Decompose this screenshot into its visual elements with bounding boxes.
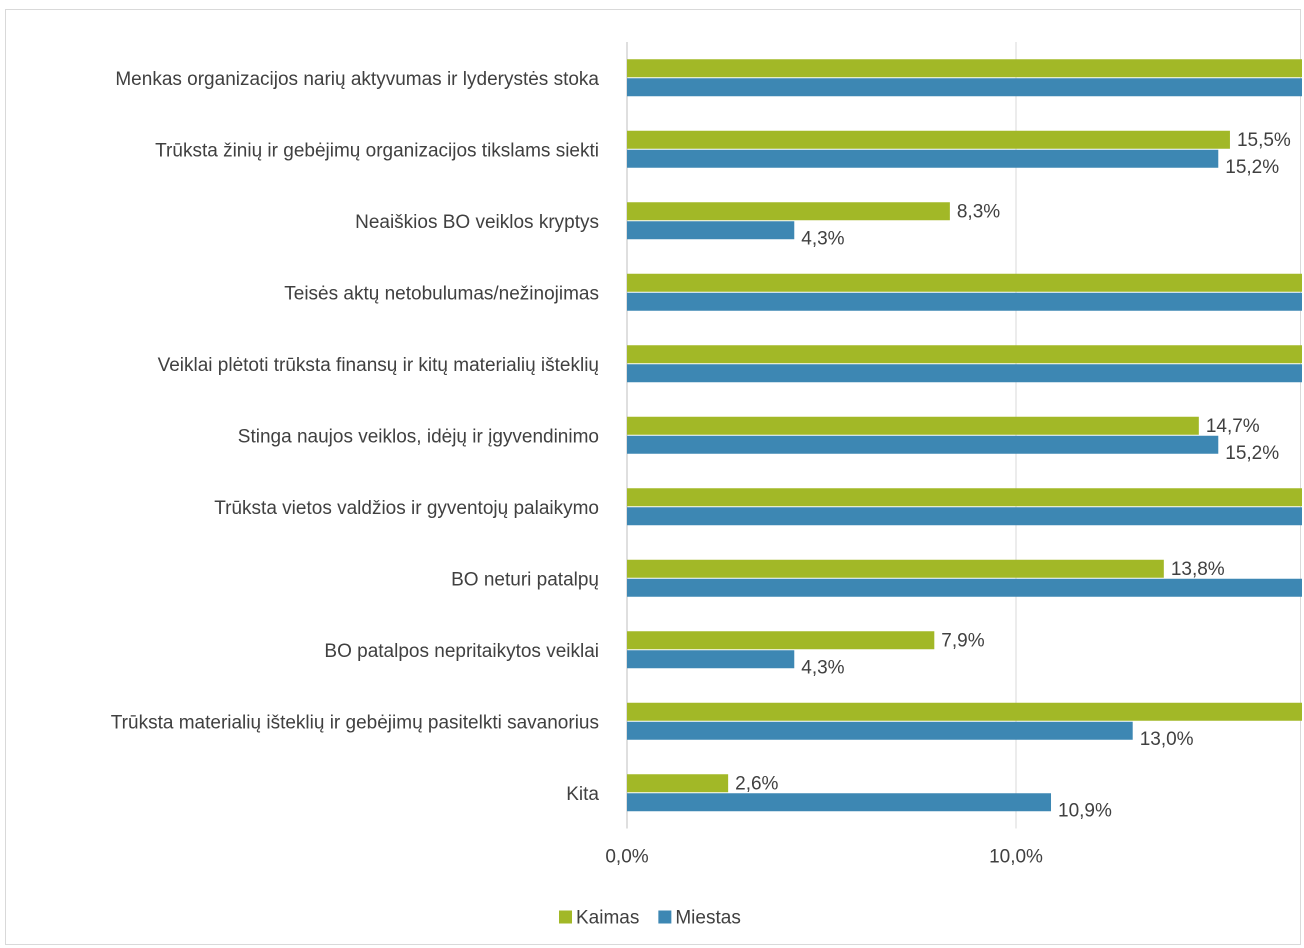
category-label: Teisės aktų netobulumas/nežinojimas (284, 283, 599, 304)
chart-frame: 0,0%10,0%20,0%30,0%40,0%50,0%60,0%70,0%8… (5, 9, 1302, 945)
bar-kaimas (627, 130, 1230, 149)
data-label-kaimas: 2,6% (735, 773, 778, 794)
category-label: Veiklai plėtoti trūksta finansų ir kitų … (158, 355, 599, 376)
bar-miestas (627, 435, 1219, 454)
category-label: Menkas organizacijos narių aktyvumas ir … (115, 69, 599, 90)
bar-miestas (627, 292, 1302, 311)
bar-miestas (627, 650, 795, 669)
bar-chart: 0,0%10,0%20,0%30,0%40,0%50,0%60,0%70,0%8… (111, 42, 1302, 929)
legend-label-kaimas: Kaimas (576, 908, 639, 929)
data-label-kaimas: 14,7% (1206, 416, 1260, 437)
data-label-miestas: 15,2% (1225, 443, 1279, 464)
bar-kaimas (627, 345, 1302, 364)
data-label-miestas: 4,3% (801, 228, 844, 249)
bar-miestas (627, 364, 1302, 383)
bar-kaimas (627, 559, 1164, 578)
x-tick-label: 0,0% (605, 847, 648, 868)
bar-miestas (627, 149, 1219, 168)
data-label-kaimas: 8,3% (957, 201, 1000, 222)
data-label-miestas: 4,3% (801, 657, 844, 678)
category-label: Trūksta žinių ir gebėjimų organizacijos … (155, 140, 599, 161)
legend-label-miestas: Miestas (675, 908, 740, 929)
bar-miestas (627, 793, 1052, 812)
bar-kaimas (627, 416, 1199, 435)
category-label: Neaiškios BO veiklos kryptys (355, 212, 599, 233)
bar-kaimas (627, 702, 1302, 721)
bar-miestas (627, 721, 1133, 740)
data-label-miestas: 15,2% (1225, 157, 1279, 178)
data-label-kaimas: 15,5% (1237, 130, 1291, 151)
bar-kaimas (627, 631, 935, 650)
category-label: BO neturi patalpų (451, 569, 599, 590)
bar-kaimas (627, 202, 950, 221)
bar-kaimas (627, 774, 729, 793)
category-label: Kita (566, 784, 599, 805)
data-label-kaimas: 7,9% (941, 630, 984, 651)
data-label-miestas: 10,9% (1058, 800, 1112, 821)
x-tick-label: 10,0% (989, 847, 1043, 868)
legend-swatch-miestas (658, 910, 672, 924)
category-label: BO patalpos nepritaikytos veiklai (324, 641, 599, 662)
category-label: Stinga naujos veiklos, idėjų ir įgyvendi… (238, 426, 599, 447)
bar-kaimas (627, 59, 1302, 78)
bar-miestas (627, 507, 1302, 526)
bar-miestas (627, 221, 795, 240)
legend-swatch-kaimas (559, 910, 572, 924)
bar-miestas (627, 578, 1302, 597)
category-label: Trūksta materialių išteklių ir gebėjimų … (111, 712, 599, 733)
data-label-miestas: 13,0% (1140, 729, 1194, 750)
data-label-kaimas: 13,8% (1171, 559, 1225, 580)
category-label: Trūksta vietos valdžios ir gyventojų pal… (214, 498, 599, 519)
bar-kaimas (627, 273, 1302, 292)
bar-miestas (627, 78, 1302, 97)
bar-kaimas (627, 488, 1302, 507)
